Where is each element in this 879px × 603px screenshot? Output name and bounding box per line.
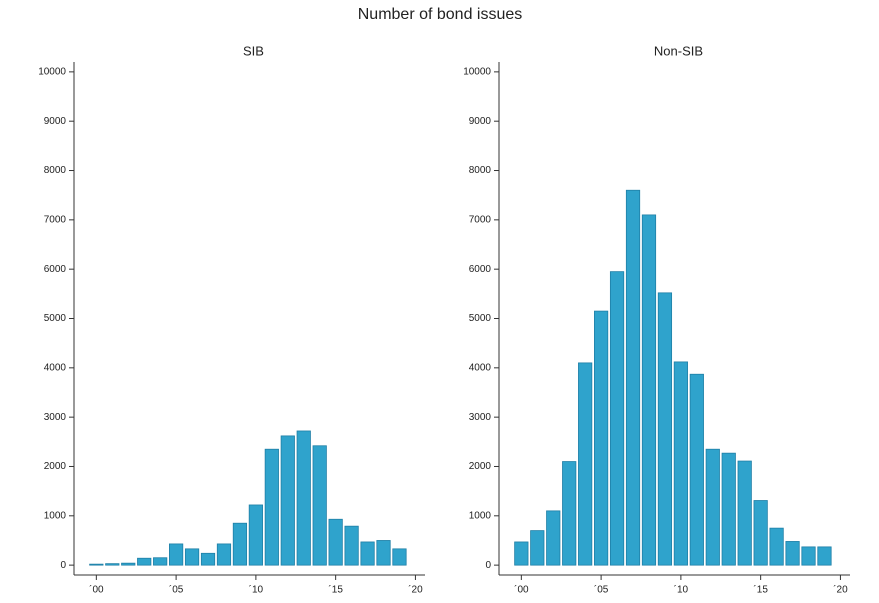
bar <box>801 546 816 566</box>
bar <box>121 562 136 566</box>
x-tick-label: ´10 <box>674 584 689 596</box>
bar <box>769 527 784 566</box>
x-tick-label: ´15 <box>753 584 768 596</box>
y-tick-label: 5000 <box>44 313 67 324</box>
bar <box>546 510 561 566</box>
bar <box>344 525 359 566</box>
x-tick-label: ´05 <box>594 584 609 596</box>
bar <box>248 504 263 566</box>
bar <box>232 522 248 566</box>
bar <box>137 557 152 566</box>
y-tick-label: 1000 <box>469 510 492 521</box>
bar <box>312 445 327 566</box>
bar <box>153 557 168 566</box>
bar <box>264 448 279 566</box>
y-tick-label: 3000 <box>469 412 492 423</box>
bar <box>641 214 657 566</box>
x-tick-label: ´20 <box>833 584 848 596</box>
x-tick-label: ´20 <box>408 584 423 596</box>
bar <box>817 546 832 566</box>
x-tick-label: ´05 <box>169 584 184 596</box>
bar <box>562 461 577 566</box>
y-tick-label: 8000 <box>469 165 492 176</box>
bar <box>169 543 184 566</box>
panel-title: Non-SIB <box>654 43 703 58</box>
bar <box>360 541 375 566</box>
bar <box>705 448 720 566</box>
x-tick-label: ´15 <box>328 584 343 596</box>
bar <box>578 362 593 566</box>
bar <box>89 563 104 566</box>
bar <box>530 530 545 566</box>
y-tick-label: 9000 <box>44 116 67 127</box>
bar <box>609 271 625 566</box>
x-tick-label: ´00 <box>514 584 529 596</box>
y-tick-label: 4000 <box>469 362 492 373</box>
bar <box>200 552 216 566</box>
bar <box>657 292 673 566</box>
bar <box>721 452 736 566</box>
bar <box>280 435 295 566</box>
y-tick-label: 3000 <box>44 412 67 423</box>
bar <box>514 541 529 566</box>
y-tick-label: 4000 <box>44 362 67 373</box>
y-tick-label: 6000 <box>469 264 492 275</box>
bar <box>625 189 641 566</box>
x-tick-label: ´10 <box>249 584 264 596</box>
x-tick-label: ´00 <box>89 584 104 596</box>
figure-title: Number of bond issues <box>358 6 523 23</box>
bar <box>689 373 704 566</box>
bar <box>785 541 800 566</box>
y-tick-label: 7000 <box>44 214 67 225</box>
bar <box>594 310 609 566</box>
bar <box>673 361 688 566</box>
y-tick-label: 9000 <box>469 116 492 127</box>
bar <box>105 563 120 566</box>
bar <box>737 460 752 566</box>
bar <box>376 540 391 566</box>
panel-title: SIB <box>243 43 264 58</box>
y-tick-label: 0 <box>485 560 491 571</box>
y-tick-label: 5000 <box>469 313 492 324</box>
bar <box>392 548 407 566</box>
bar <box>184 548 200 566</box>
y-tick-label: 0 <box>60 560 66 571</box>
y-tick-label: 2000 <box>469 461 492 472</box>
bar <box>753 500 768 566</box>
y-tick-label: 10000 <box>38 67 66 78</box>
bar <box>328 518 343 566</box>
y-tick-label: 1000 <box>44 510 67 521</box>
bar <box>296 430 311 566</box>
y-tick-label: 7000 <box>469 214 492 225</box>
y-tick-label: 6000 <box>44 264 67 275</box>
y-tick-label: 2000 <box>44 461 67 472</box>
bar <box>216 543 232 566</box>
y-tick-label: 8000 <box>44 165 67 176</box>
y-tick-label: 10000 <box>463 67 491 78</box>
